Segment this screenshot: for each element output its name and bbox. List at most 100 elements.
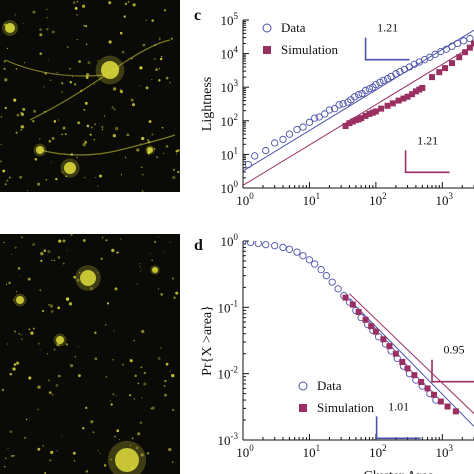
light-dot [57, 306, 60, 310]
light-dot [2, 169, 6, 173]
light-dot [6, 179, 9, 182]
light-dot [21, 338, 23, 340]
light-dot [135, 446, 139, 450]
light-dot [82, 239, 86, 242]
light-dot [53, 120, 57, 123]
light-dot [3, 242, 5, 244]
data-point [410, 60, 419, 68]
light-dot [83, 24, 85, 27]
light-dot [130, 98, 134, 102]
light-dot [137, 432, 141, 436]
light-dot [18, 332, 21, 335]
light-dot [142, 173, 144, 176]
light-dot [74, 356, 76, 358]
light-dot [141, 329, 145, 334]
y-tick-label: 101 [221, 145, 239, 162]
y-tick-label: 10-1 [218, 298, 239, 315]
light-dot [139, 266, 141, 268]
light-dot [23, 436, 27, 440]
light-dot [143, 382, 147, 386]
light-dot [85, 43, 88, 45]
light-dot [76, 278, 80, 282]
light-dot [140, 453, 144, 457]
x-axis-label: Cluster Area [363, 469, 434, 474]
light-dot [12, 299, 15, 301]
light-dot [37, 342, 40, 345]
light-dot [129, 444, 131, 447]
light-dot [39, 28, 42, 31]
light-dot [49, 459, 52, 462]
light-dot [131, 437, 134, 440]
slope-annotation: 1.21 [417, 133, 438, 147]
light-dot [1, 388, 5, 392]
light-dot [73, 275, 76, 279]
light-dot [14, 14, 16, 16]
light-dot [141, 396, 143, 399]
light-dot [155, 68, 159, 71]
light-dot [7, 343, 9, 345]
light-dot [10, 454, 14, 458]
light-dot [38, 138, 41, 141]
light-dot [85, 25, 88, 28]
slope-annotation: 0.95 [444, 343, 465, 357]
light-dot [149, 252, 151, 254]
legend-entry: Simulation [317, 400, 375, 415]
light-dot [168, 81, 171, 84]
data-point [342, 294, 349, 301]
light-dot [157, 236, 159, 238]
light-dot [20, 112, 25, 116]
legend-marker [262, 23, 272, 33]
light-dot [101, 125, 104, 128]
light-dot [24, 62, 26, 64]
light-dot [128, 394, 132, 397]
light-dot [0, 143, 2, 146]
light-dot [121, 50, 125, 54]
light-dot [48, 139, 52, 143]
light-dot [89, 286, 94, 291]
data-point [299, 252, 307, 260]
light-dot [147, 152, 150, 155]
light-dot [4, 183, 7, 186]
light-dot [27, 277, 31, 281]
light-dot [65, 297, 70, 301]
data-point [285, 245, 294, 253]
light-dot [43, 86, 45, 88]
light-dot [49, 79, 52, 81]
light-dot [32, 243, 36, 246]
light-dot [116, 429, 120, 433]
light-dot [13, 363, 17, 366]
data-point [442, 65, 449, 72]
data-point [305, 256, 314, 264]
data-point [452, 408, 459, 415]
data-point [404, 365, 411, 372]
light-dot [153, 148, 156, 150]
light-dot [105, 324, 107, 326]
light-dot [48, 59, 49, 61]
light-dot [15, 68, 18, 70]
light-dot [147, 139, 149, 141]
data-point [339, 100, 347, 108]
light-dot [101, 236, 104, 239]
light-dot [72, 76, 74, 78]
data-point [331, 104, 339, 113]
data-point [453, 39, 462, 48]
light-dot [46, 353, 49, 355]
light-dot [3, 67, 6, 71]
light-dot [112, 393, 115, 396]
light-dot [94, 176, 97, 179]
light-filament [39, 134, 176, 156]
light-dot [11, 253, 13, 255]
light-dot [42, 309, 45, 313]
light-dot [94, 357, 98, 361]
light-dot [58, 239, 62, 243]
light-dot [77, 346, 79, 348]
panel-label-d: d [194, 237, 203, 254]
data-point [383, 74, 392, 83]
light-dot [45, 179, 48, 181]
light-dot [84, 139, 86, 141]
light-dot [151, 79, 153, 80]
light-dot [44, 472, 47, 474]
light-dot [62, 126, 66, 130]
light-dot [99, 174, 102, 178]
